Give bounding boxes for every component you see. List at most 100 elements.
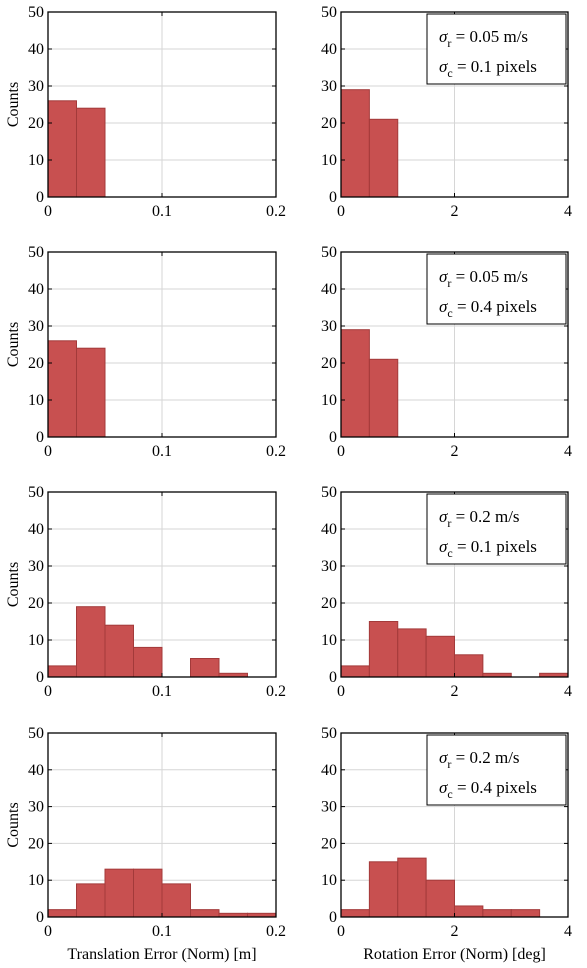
x-tick-label: 0 (337, 683, 345, 700)
x-tick-label: 0 (44, 683, 52, 700)
sigma-symbol: σ (439, 267, 448, 286)
y-tick-label: 40 (28, 41, 44, 58)
histogram-panel-translation-3: 0 0.1 0.2 0 10 20 30 40 50 Counts (5, 484, 286, 700)
sigma-subscript: r (447, 36, 451, 50)
sigma-subscript: c (447, 306, 452, 320)
legend-value: = 0.1 pixels (453, 57, 537, 76)
y-tick-label: 20 (321, 355, 337, 372)
x-tick-label: 4 (564, 683, 572, 700)
histogram-bar (76, 606, 106, 678)
legend-box: σr = 0.2 m/sσc = 0.1 pixels (426, 493, 567, 565)
x-tick-label: 0.1 (152, 923, 172, 940)
y-tick-label: 20 (28, 355, 44, 372)
histogram-bar (104, 624, 134, 678)
sigma-subscript: c (447, 787, 452, 801)
y-tick-label: 0 (36, 189, 44, 206)
legend-entry-2: σc = 0.4 pixels (439, 778, 537, 801)
histogram-bar (190, 909, 220, 918)
x-tick-label: 0 (337, 923, 345, 940)
y-tick-label: 30 (28, 799, 44, 816)
x-tick-label: 4 (564, 203, 572, 220)
histogram-bar (76, 883, 106, 918)
y-tick-label: 10 (28, 632, 44, 649)
sigma-symbol: σ (439, 778, 448, 797)
y-tick-label: 30 (321, 318, 337, 335)
x-axis-label: Rotation Error (Norm) [deg] (363, 946, 546, 963)
sigma-subscript: r (447, 757, 451, 771)
y-tick-label: 0 (36, 429, 44, 446)
y-tick-label: 0 (329, 669, 337, 686)
histogram-bar (47, 665, 77, 678)
y-tick-label: 30 (321, 78, 337, 95)
y-tick-label: 40 (28, 281, 44, 298)
y-tick-label: 20 (28, 115, 44, 132)
y-tick-label: 30 (28, 78, 44, 95)
legend-entry-1: σr = 0.2 m/s (439, 748, 520, 771)
histogram-bar (76, 107, 106, 198)
legend-value: = 0.2 m/s (451, 748, 519, 767)
y-tick-label: 20 (321, 835, 337, 852)
y-tick-label: 10 (321, 632, 337, 649)
histogram-bar (397, 628, 427, 678)
x-tick-label: 0.2 (266, 443, 286, 460)
y-tick-label: 50 (28, 244, 44, 261)
x-tick-label: 0.2 (266, 203, 286, 220)
legend-entry-1: σr = 0.2 m/s (439, 507, 520, 530)
legend-frame (426, 734, 567, 806)
y-tick-label: 10 (28, 392, 44, 409)
y-tick-label: 50 (28, 725, 44, 742)
legend-frame (426, 493, 567, 565)
y-tick-label: 30 (28, 558, 44, 575)
histogram-bar (190, 658, 220, 678)
sigma-symbol: σ (439, 57, 448, 76)
x-tick-label: 4 (564, 923, 572, 940)
histogram-bar (340, 89, 370, 198)
y-tick-label: 40 (28, 521, 44, 538)
y-tick-label: 0 (36, 669, 44, 686)
histogram-panel-translation-1: 0 0.1 0.2 0 10 20 30 40 50 Counts (5, 4, 286, 220)
x-tick-label: 0.2 (266, 683, 286, 700)
histogram-bar (510, 909, 541, 918)
histogram-bar (368, 621, 399, 678)
y-tick-label: 10 (321, 152, 337, 169)
sigma-subscript: c (447, 66, 452, 80)
y-tick-label: 10 (321, 392, 337, 409)
x-tick-label: 0 (337, 203, 345, 220)
legend-entry-2: σc = 0.1 pixels (439, 57, 537, 80)
histogram-bar (133, 646, 163, 678)
y-tick-label: 0 (329, 189, 337, 206)
legend-box: σr = 0.05 m/sσc = 0.1 pixels (426, 13, 567, 85)
x-tick-label: 0 (337, 443, 345, 460)
x-tick-label: 0.2 (266, 923, 286, 940)
y-tick-label: 0 (329, 909, 337, 926)
x-tick-label: 0.1 (152, 443, 172, 460)
x-tick-label: 2 (451, 683, 459, 700)
y-tick-label: 40 (321, 281, 337, 298)
y-tick-label: 30 (28, 318, 44, 335)
histogram-bar (425, 635, 455, 678)
legend-frame (426, 253, 567, 325)
legend-entry-2: σc = 0.4 pixels (439, 297, 537, 320)
y-axis-label: Counts (5, 82, 22, 127)
x-tick-label: 0.1 (152, 683, 172, 700)
histogram-bar (104, 868, 134, 918)
legend-value: = 0.4 pixels (453, 778, 537, 797)
histogram-bar (425, 879, 455, 918)
sigma-symbol: σ (439, 507, 448, 526)
y-tick-label: 20 (28, 835, 44, 852)
histogram-bar (76, 347, 106, 438)
histogram-bar (454, 654, 484, 678)
x-tick-label: 2 (451, 203, 459, 220)
sigma-subscript: r (447, 516, 451, 530)
y-tick-label: 50 (28, 484, 44, 501)
histogram-bar (133, 868, 163, 918)
y-tick-label: 30 (321, 558, 337, 575)
legend-entry-1: σr = 0.05 m/s (439, 267, 528, 290)
histogram-bar (368, 358, 399, 438)
legend-box: σr = 0.05 m/s σc = 0.4 pixels (426, 253, 567, 325)
y-tick-label: 0 (329, 429, 337, 446)
histogram-bar (47, 100, 77, 198)
